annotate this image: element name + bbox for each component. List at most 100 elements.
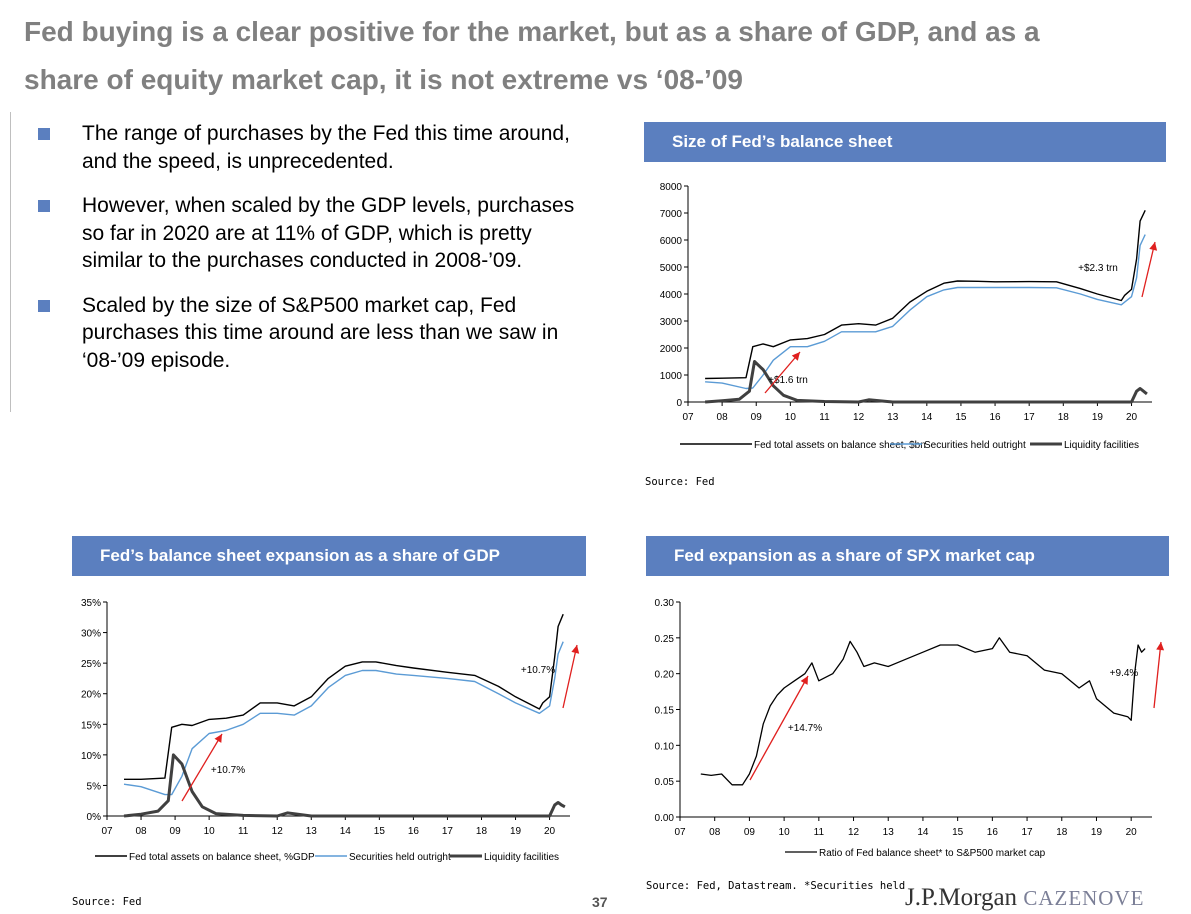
annotation-label: +$2.3 trn <box>1078 263 1118 274</box>
page-title-line-1: Fed buying is a clear positive for the m… <box>24 16 1040 47</box>
y-tick-label: 25% <box>81 659 101 670</box>
x-tick-label: 20 <box>544 826 556 837</box>
legend-label: Securities held outright <box>924 440 1026 451</box>
x-tick-label: 18 <box>1056 827 1068 838</box>
x-tick-label: 09 <box>170 826 182 837</box>
x-tick-label: 12 <box>272 826 284 837</box>
x-tick-label: 12 <box>853 412 865 423</box>
y-tick-label: 8000 <box>660 182 683 193</box>
x-tick-label: 18 <box>1058 412 1070 423</box>
x-tick-label: 15 <box>374 826 386 837</box>
chart-header-share-spx: Fed expansion as a share of SPX market c… <box>646 536 1169 576</box>
page-number: 37 <box>592 894 608 910</box>
trend-arrow-head <box>214 734 222 743</box>
chart-header-text: Size of Fed’s balance sheet <box>672 132 893 151</box>
x-tick-label: 11 <box>814 827 825 838</box>
x-tick-label: 13 <box>883 827 895 838</box>
y-tick-label: 5% <box>87 781 102 792</box>
series-line <box>705 234 1146 390</box>
x-tick-label: 08 <box>709 827 721 838</box>
chart-share-gdp: 0% 5% 10% 15% 20% 25% 30% 35% 07 08 09 10 11 12 13 14 15… <box>81 598 580 863</box>
jpmorgan-cazenove-logo: J.P.Morgan CAZENOVE <box>905 884 1144 912</box>
y-tick-label: 0.25 <box>655 634 675 645</box>
y-tick-label: 7000 <box>660 209 683 220</box>
bullet-item: However, when scaled by the GDP levels, … <box>38 192 598 275</box>
chart-balance-sheet: 0 1000 2000 3000 4000 5000 6000 7000 8000 07 08 09 1… <box>660 182 1158 451</box>
series-line <box>123 753 566 818</box>
y-tick-label: 0.15 <box>655 706 675 717</box>
left-divider <box>10 112 11 412</box>
trend-arrow-head <box>571 645 580 654</box>
annotation-label: +10.7% <box>211 765 245 776</box>
x-tick-label: 10 <box>779 827 791 838</box>
legend-label: Securities held outright <box>349 852 451 863</box>
bullet-text: Scaled by the size of S&P500 market cap,… <box>82 293 559 372</box>
x-tick-label: 19 <box>510 826 522 837</box>
x-tick-label: 07 <box>682 412 694 423</box>
y-tick-label: 1000 <box>660 371 683 382</box>
y-tick-label: 0 <box>676 398 682 409</box>
x-tick-label: 08 <box>135 826 147 837</box>
y-tick-label: 2000 <box>660 344 683 355</box>
trend-arrow <box>749 675 809 781</box>
chart-header-text: Fed expansion as a share of SPX market c… <box>674 546 1035 565</box>
trend-arrow <box>1153 641 1162 709</box>
x-tick-label: 12 <box>848 827 860 838</box>
trend-arrow <box>181 733 223 802</box>
x-tick-label: 07 <box>674 827 686 838</box>
x-tick-label: 19 <box>1092 412 1104 423</box>
page-title: Fed buying is a clear positive for the m… <box>24 8 1184 104</box>
page-title-line-2: share of equity market cap, it is not ex… <box>24 64 743 95</box>
bullet-square-icon <box>38 299 50 312</box>
bullet-item: The range of purchases by the Fed this t… <box>38 120 598 175</box>
series-line <box>123 641 564 796</box>
x-tick-label: 09 <box>744 827 756 838</box>
chart-share-spx: 0.00 0.05 0.10 0.15 0.20 0.25 0.30 07 08 09 10 11 12… <box>655 598 1165 859</box>
legend-label: Ratio of Fed balance sheet* to S&P500 ma… <box>819 848 1046 859</box>
legend-label: Fed total assets on balance sheet, $bn <box>754 440 926 451</box>
trend-arrow <box>1141 241 1156 298</box>
chart-header-balance-sheet: Size of Fed’s balance sheet <box>644 122 1166 162</box>
legend-label: Liquidity facilities <box>1064 440 1139 451</box>
y-tick-label: 0.10 <box>655 741 675 752</box>
x-tick-label: 17 <box>1024 412 1036 423</box>
series-line <box>704 360 1148 404</box>
x-tick-label: 10 <box>785 412 797 423</box>
x-tick-label: 20 <box>1126 827 1138 838</box>
x-tick-label: 19 <box>1091 827 1103 838</box>
x-tick-label: 16 <box>987 827 999 838</box>
y-tick-label: 20% <box>81 690 101 701</box>
series-line <box>700 637 1146 786</box>
y-tick-label: 0.05 <box>655 777 675 788</box>
bullet-square-icon <box>38 128 50 140</box>
bullet-text: The range of purchases by the Fed this t… <box>82 122 570 173</box>
x-tick-label: 20 <box>1126 412 1138 423</box>
chart-header-share-gdp: Fed’s balance sheet expansion as a share… <box>72 536 586 576</box>
bullet-square-icon <box>38 200 50 212</box>
x-tick-label: 10 <box>204 826 216 837</box>
x-tick-label: 17 <box>1021 827 1033 838</box>
bullet-item: Scaled by the size of S&P500 market cap,… <box>38 292 598 375</box>
x-tick-label: 16 <box>408 826 420 837</box>
y-tick-label: 10% <box>81 751 101 762</box>
trend-arrow-head <box>800 676 808 685</box>
y-tick-label: 4000 <box>660 290 683 301</box>
x-tick-label: 14 <box>921 412 933 423</box>
series-line <box>124 613 564 781</box>
trend-arrow-head <box>1156 642 1165 651</box>
y-tick-label: 35% <box>81 598 101 609</box>
y-tick-label: 0.30 <box>655 598 675 609</box>
annotation-label: +9.4% <box>1110 668 1139 679</box>
x-tick-label: 07 <box>101 826 113 837</box>
logo-sub: CAZENOVE <box>1023 886 1145 910</box>
x-tick-label: 14 <box>340 826 352 837</box>
y-tick-label: 0% <box>87 812 102 823</box>
annotation-label: +10.7% <box>521 665 555 676</box>
bullet-text: However, when scaled by the GDP levels, … <box>82 194 575 272</box>
trend-arrow <box>562 644 578 709</box>
x-tick-label: 14 <box>917 827 929 838</box>
series-line <box>705 210 1146 380</box>
legend-label: Liquidity facilities <box>484 852 559 863</box>
y-tick-label: 5000 <box>660 263 683 274</box>
x-tick-label: 13 <box>306 826 318 837</box>
